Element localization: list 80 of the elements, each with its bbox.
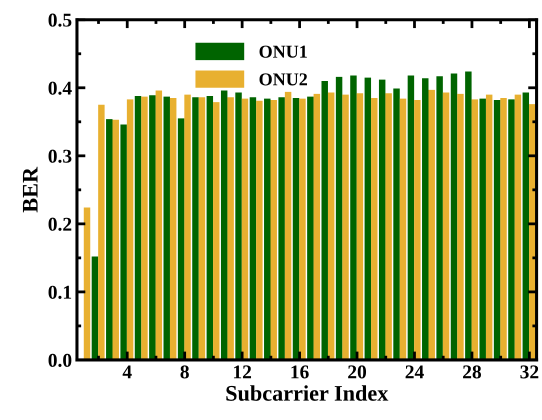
bar	[299, 98, 306, 360]
bar	[414, 100, 421, 360]
bar	[500, 98, 507, 360]
bar	[112, 120, 119, 360]
bar	[242, 98, 248, 360]
y-tick-label: 0.4	[48, 82, 72, 95]
bar	[250, 97, 256, 360]
bar	[149, 95, 156, 360]
bar	[350, 76, 357, 360]
bar	[98, 104, 105, 360]
bar	[342, 94, 349, 360]
bar	[442, 92, 450, 360]
bar	[436, 76, 443, 360]
bar	[486, 94, 492, 360]
x-tick-label: 16	[291, 365, 309, 378]
bar	[292, 98, 300, 360]
bar	[472, 99, 478, 360]
bar	[321, 80, 328, 360]
bar	[192, 97, 199, 360]
bar	[314, 94, 320, 360]
bar	[408, 76, 414, 360]
bar	[428, 90, 435, 360]
bar	[256, 100, 263, 360]
y-tick-label: 0.0	[48, 354, 72, 367]
bar	[270, 100, 277, 360]
bar	[457, 94, 464, 360]
bar	[278, 97, 285, 360]
bar	[106, 119, 113, 360]
legend-label: ONU2	[260, 73, 308, 86]
bar	[328, 92, 334, 360]
y-tick-label: 0.5	[48, 14, 72, 27]
bar	[422, 78, 428, 360]
x-tick-label: 12	[234, 365, 252, 378]
bar	[178, 118, 184, 360]
y-tick-label: 0.2	[48, 218, 72, 231]
bar	[508, 99, 515, 360]
bar	[336, 76, 342, 360]
bar	[156, 90, 162, 360]
y-axis-title: BER	[22, 166, 38, 212]
bar	[235, 92, 242, 360]
bar	[198, 97, 206, 360]
bar	[393, 88, 400, 360]
bar	[494, 100, 500, 360]
bar	[364, 78, 372, 360]
bar	[84, 208, 90, 360]
bar	[514, 94, 522, 360]
y-tick-label: 0.3	[48, 150, 72, 163]
bar	[164, 96, 170, 360]
bar	[227, 97, 234, 360]
y-tick-label: 0.1	[48, 286, 72, 299]
x-tick-label: 32	[520, 365, 538, 378]
bar	[170, 98, 176, 360]
bar	[120, 124, 127, 360]
bar	[184, 94, 191, 360]
x-tick-label: 20	[348, 365, 366, 378]
bar	[141, 96, 148, 360]
bar	[465, 71, 472, 360]
bar	[264, 98, 271, 360]
bar	[378, 80, 386, 360]
bar	[356, 93, 364, 360]
bar	[450, 73, 458, 360]
x-tick-label: 28	[463, 365, 482, 378]
x-tick-label: 24	[406, 365, 424, 378]
x-axis-title: Subcarrier Index	[226, 385, 388, 401]
bar	[479, 98, 486, 360]
bar	[284, 92, 292, 360]
bar	[400, 98, 406, 360]
bar	[206, 96, 214, 360]
bar	[371, 98, 378, 360]
bar	[126, 99, 134, 360]
bar	[307, 96, 314, 360]
bar	[522, 92, 530, 360]
bar	[92, 256, 98, 360]
bar	[134, 96, 142, 360]
x-tick-label: 8	[180, 365, 189, 378]
x-tick-label: 4	[122, 365, 132, 378]
bar	[220, 90, 228, 360]
bar	[213, 102, 220, 360]
legend-label: ONU1	[260, 46, 307, 58]
bar	[385, 93, 392, 360]
